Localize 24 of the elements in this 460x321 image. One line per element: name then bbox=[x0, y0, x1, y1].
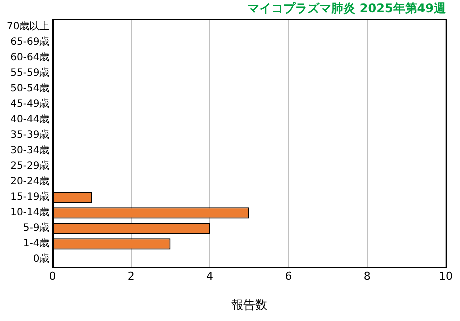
chart-title: マイコプラズマ肺炎 2025年第49週 bbox=[248, 1, 447, 16]
x-axis-title: 報告数 bbox=[231, 298, 268, 312]
y-tick-label: 25-29歳 bbox=[10, 160, 50, 172]
y-tick-label: 70歳以上 bbox=[6, 20, 50, 33]
y-tick-label: 30-34歳 bbox=[10, 144, 50, 157]
x-tick-label: 0 bbox=[49, 270, 56, 283]
x-tick-label: 2 bbox=[128, 270, 135, 283]
y-tick-label: 35-39歳 bbox=[10, 129, 50, 142]
y-tick-label: 45-49歳 bbox=[10, 98, 50, 110]
x-tick-label: 4 bbox=[206, 270, 214, 283]
y-tick-label: 55-59歳 bbox=[10, 67, 50, 80]
y-tick-label: 20-24歳 bbox=[10, 176, 50, 188]
y-tick-label: 10-14歳 bbox=[10, 206, 50, 219]
y-tick-label: 50-54歳 bbox=[10, 82, 50, 95]
x-tick-label: 6 bbox=[285, 270, 292, 283]
y-tick-label: 60-64歳 bbox=[10, 52, 50, 64]
y-tick-label: 5-9歳 bbox=[23, 222, 50, 234]
x-tick-label: 8 bbox=[364, 270, 371, 283]
y-tick-label: 40-44歳 bbox=[10, 114, 50, 126]
y-tick-label: 65-69歳 bbox=[10, 36, 50, 48]
y-tick-label: 15-19歳 bbox=[10, 191, 50, 204]
y-tick-label: 1-4歳 bbox=[23, 238, 50, 250]
x-tick-label: 10 bbox=[439, 270, 453, 283]
y-tick-label: 0歳 bbox=[33, 253, 50, 266]
